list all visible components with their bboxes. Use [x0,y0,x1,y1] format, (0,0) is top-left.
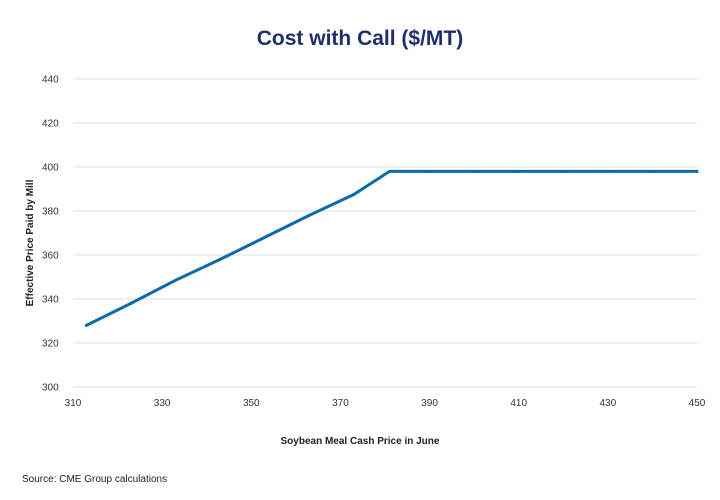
x-tick-label: 310 [65,398,82,409]
y-tick-label: 380 [42,207,59,218]
data-point [472,169,476,173]
x-tick-label: 330 [154,398,171,409]
y-tick-label: 420 [42,119,59,130]
y-tick-label: 340 [42,295,59,306]
series-line-cost-with-call [84,169,699,327]
y-tick-label: 300 [42,383,59,394]
data-point [606,169,610,173]
x-tick-label: 450 [689,398,706,409]
y-tick-label: 360 [42,251,59,262]
data-point [695,169,699,173]
data-point [517,169,521,173]
x-axis-ticks: 310 330 350 370 390 410 430 450 [65,398,706,409]
data-point [174,278,178,282]
data-point [263,235,267,239]
y-tick-label: 400 [42,163,59,174]
x-axis-label: Soybean Meal Cash Price in June [281,436,440,447]
x-tick-label: 350 [243,398,260,409]
x-tick-label: 390 [421,398,438,409]
source-note: Source: CME Group calculations [22,474,167,485]
data-point [84,323,88,327]
x-tick-label: 430 [600,398,617,409]
data-point [218,257,222,261]
y-axis-ticks: 300 320 340 360 380 400 420 440 [42,75,59,394]
y-tick-label: 320 [42,339,59,350]
data-point [129,301,133,305]
x-tick-label: 370 [332,398,349,409]
data-point [650,169,654,173]
chart-title: Cost with Call ($/MT) [257,27,464,50]
data-point [387,169,391,173]
x-tick-label: 410 [510,398,527,409]
y-axis-label: Effective Price Paid by Mill [25,179,36,306]
gridlines [73,78,697,388]
data-point [307,213,311,217]
data-point [428,169,432,173]
data-point [352,193,356,196]
y-tick-label: 440 [42,75,59,86]
series-group [84,169,699,327]
data-point [561,169,565,173]
